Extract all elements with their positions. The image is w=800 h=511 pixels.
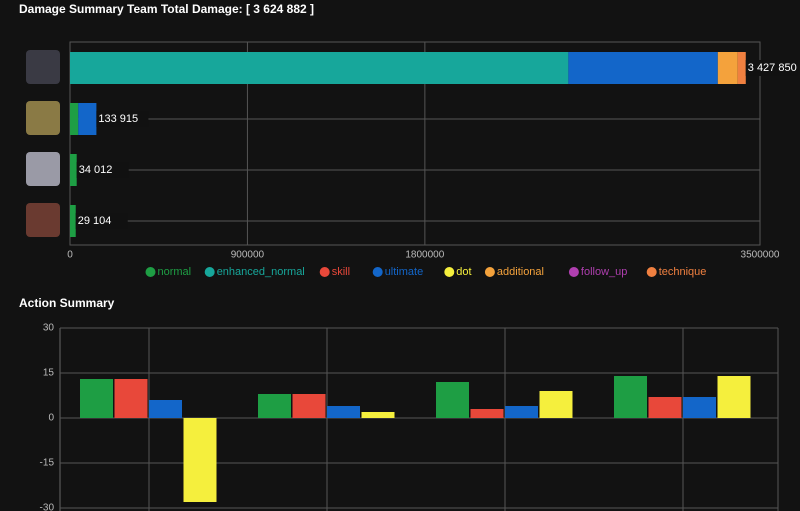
legend-marker	[372, 267, 383, 277]
legend-label: ultimate	[385, 266, 424, 278]
y-tick-label: 30	[43, 323, 55, 334]
x-tick-label: 1800000	[405, 250, 444, 261]
y-tick-label: -15	[40, 458, 55, 469]
avatars	[26, 50, 60, 237]
legend-label: skill	[332, 266, 350, 278]
legend-marker	[319, 267, 330, 277]
value-label: 133 915	[98, 113, 138, 125]
legend-label: additional	[497, 266, 544, 278]
legend-marker	[145, 267, 156, 277]
bar-segment	[568, 52, 718, 84]
legend-marker	[484, 267, 495, 277]
x-tick-label: 900000	[231, 250, 265, 261]
bar-segment	[78, 103, 97, 135]
bar	[80, 379, 113, 418]
legend-label: enhanced_normal	[217, 266, 305, 278]
value-label: 29 104	[78, 215, 112, 227]
avatar	[26, 101, 60, 135]
bar	[717, 376, 751, 418]
avatar	[26, 152, 60, 186]
bar-segment	[737, 52, 746, 84]
legend-label: technique	[659, 266, 707, 278]
bar	[292, 394, 326, 418]
bar-segment	[70, 205, 76, 237]
x-tick-label: 3500000	[741, 250, 780, 261]
legend-marker	[444, 267, 455, 277]
bar	[539, 391, 573, 418]
value-label-bg	[745, 60, 798, 76]
legend-label: normal	[158, 266, 192, 278]
legend-marker	[204, 267, 215, 277]
bar	[648, 397, 682, 418]
y-tick-label: 15	[43, 368, 55, 379]
bar	[183, 418, 217, 502]
avatar	[26, 50, 60, 84]
bar	[505, 406, 538, 418]
x-tick-label: 0	[67, 250, 73, 261]
bar	[114, 379, 148, 418]
chart-title: Action Summary	[19, 296, 115, 310]
legend-marker	[568, 267, 579, 277]
chart-title: Damage Summary Team Total Damage: [ 3 62…	[19, 2, 314, 16]
y-tick-label: -30	[40, 503, 55, 511]
value-label-bg	[96, 111, 149, 127]
y-tick-label: 0	[48, 413, 54, 424]
bar	[683, 397, 716, 418]
avatar	[26, 203, 60, 237]
bar-segment	[70, 154, 77, 186]
legend-label: follow_up	[581, 266, 627, 278]
bar	[436, 382, 469, 418]
bar	[361, 412, 395, 418]
value-label: 3 427 850	[748, 62, 797, 74]
bar	[258, 394, 291, 418]
value-label: 34 012	[79, 164, 113, 176]
legend-label: dot	[456, 266, 471, 278]
bar	[327, 406, 360, 418]
value-label-bg	[75, 213, 128, 229]
bar	[149, 400, 182, 418]
bar	[470, 409, 504, 418]
bar-segment	[70, 52, 569, 84]
value-label-bg	[76, 162, 129, 178]
bar-segment	[717, 52, 738, 84]
legend-marker	[646, 267, 657, 277]
bar	[614, 376, 647, 418]
bar-segment	[70, 103, 79, 135]
